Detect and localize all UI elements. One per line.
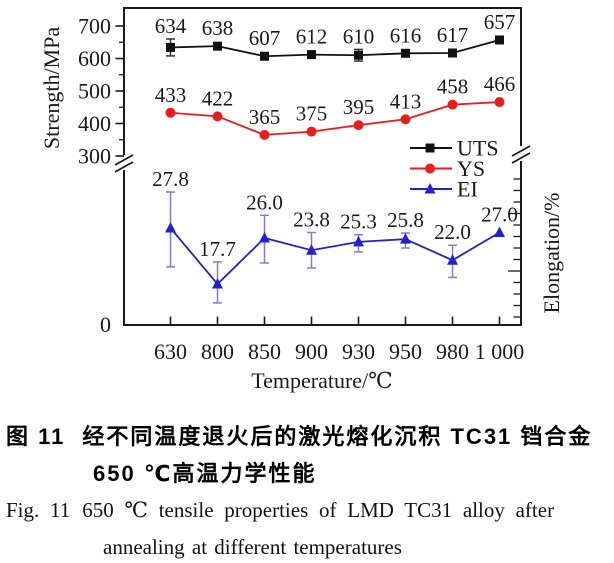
y-origin-label: 0 [100,312,111,337]
y-tick-label: 400 [78,111,111,136]
data-point-marker [213,41,222,51]
data-point-marker [212,111,223,122]
axis-break-right [511,145,531,157]
data-label: 25.8 [387,208,424,232]
data-point-marker [165,222,176,233]
caption-en-line2: annealing at different temperatures [103,535,402,559]
data-label: 634 [155,14,187,38]
data-point-marker [425,163,435,174]
series-line [170,101,500,136]
series-YS: 433 422 365 375 395 413 458 466 [155,72,516,140]
data-point-marker [400,114,411,125]
x-tick-label: 850 [248,339,281,364]
data-label: 466 [484,72,516,96]
data-label: 616 [390,23,422,47]
x-tick-label: 900 [295,339,328,364]
data-label: 365 [249,105,281,129]
data-label: 27.0 [481,202,518,226]
data-point-marker [353,235,364,247]
tensile-properties-chart: 700 600 500 400 300 0 630 800 850 900 930 950 980 1 0… [39,7,564,393]
legend-label-YS: YS [457,156,485,181]
axis-break-gap-left [119,155,129,170]
data-label: 638 [202,16,234,40]
series-UTS: 634 638 607 612 610 616 617 657 [155,10,516,62]
data-point-marker [260,51,269,61]
x-tick-label: 800 [201,339,234,364]
caption-en-line1: Fig. 11 650 ℃ tensile properties of LMD T… [6,498,554,523]
data-label: 17.7 [199,237,236,261]
y-tick-label: 600 [78,46,111,71]
x-tick-label: 950 [389,339,422,364]
y-axis-label-right: Elongation/% [539,193,564,314]
series-line [170,39,500,58]
data-point-marker [212,278,223,289]
caption-zh-line2: 650 ℃高温力学性能 [93,461,317,486]
axis-ticks: 700 600 500 400 300 0 630 800 850 900 930 950 980 1 0… [78,14,524,365]
legend-label-UTS: UTS [457,136,499,161]
data-label: 26.0 [246,190,283,214]
caption-zh-line1: 图 11 经不同温度退火后的激光熔化沉积 TC31 铛合金 [6,419,592,451]
data-label: 375 [296,102,328,126]
axis-break-right [511,152,531,164]
legend-label-EI: EI [457,177,478,202]
data-point-marker [307,50,316,60]
axis-break-left [114,161,134,173]
x-tick-label: 980 [436,339,469,364]
data-point-marker [447,254,458,265]
data-label: 25.3 [340,210,377,234]
data-point-marker [494,226,505,237]
data-point-marker [447,99,458,110]
data-label: 458 [437,75,469,99]
data-point-marker [425,143,435,153]
axis-break-left [114,154,134,166]
data-point-marker [354,50,363,60]
data-label: 395 [343,95,375,119]
x-tick-label: 930 [342,339,375,364]
axis-break-gap-right [516,146,526,161]
data-point-marker [448,48,457,58]
series-EI: 27.8 17.7 26.0 23.8 25.3 25.8 22.0 27.0 [152,167,518,304]
data-point-marker [306,244,317,255]
data-point-marker [165,107,176,118]
y-tick-label: 500 [78,79,111,104]
data-label: 612 [296,25,328,49]
caption-en-text: 650 ℃ tensile properties of LMD TC31 all… [82,498,555,522]
data-point-marker [353,120,364,131]
data-point-marker [424,183,436,194]
data-label: 23.8 [293,207,330,231]
data-label: 413 [390,89,422,113]
data-point-marker [259,129,270,140]
data-label: 617 [437,23,469,47]
y-tick-label: 300 [78,144,111,169]
caption-zh-fig-label: 图 11 [6,424,66,449]
caption-zh-text: 经不同温度退火后的激光熔化沉积 TC31 铛合金 [82,424,593,449]
data-label: 607 [249,26,281,50]
data-label: 27.8 [152,167,189,191]
data-label: 657 [484,10,516,34]
data-point-marker [306,126,317,137]
x-axis-label: Temperature/℃ [251,368,393,393]
caption-en-fig-label: Fig. 11 [6,498,71,522]
y-tick-label: 700 [78,14,111,39]
data-point-marker [259,232,270,243]
series-line [169,227,500,286]
plot-frame [114,7,531,326]
data-point-marker [166,42,175,52]
data-label: 433 [155,83,187,107]
data-point-marker [495,35,504,45]
data-label: 22.0 [434,220,471,244]
data-point-marker [401,48,410,58]
data-label: 610 [343,24,375,48]
data-label: 422 [202,86,234,110]
y-axis-label-left: Strength/MPa [39,27,64,149]
x-tick-label: 630 [154,339,187,364]
x-tick-label: 1 000 [475,339,525,364]
data-point-marker [494,97,505,108]
data-point-marker [400,233,411,244]
